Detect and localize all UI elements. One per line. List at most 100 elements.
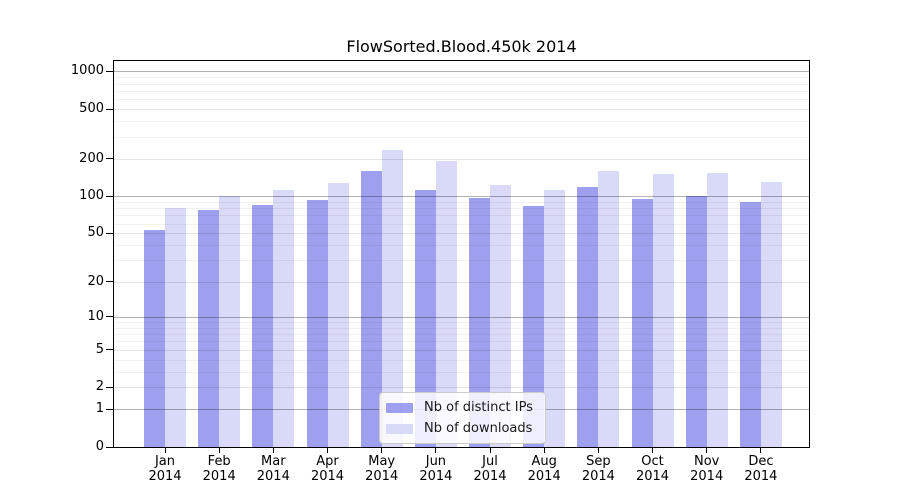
x-tick-mark <box>272 448 274 453</box>
y-tick-mark <box>106 386 113 388</box>
gridline <box>114 215 809 217</box>
bar <box>360 171 382 447</box>
x-tick-label: Mar 2014 <box>245 454 301 484</box>
y-tick-mark <box>106 70 113 72</box>
gridline <box>114 260 809 262</box>
x-tick-label-line: 2014 <box>744 469 778 484</box>
bar <box>381 149 403 447</box>
bar <box>306 200 328 447</box>
y-tick-label: 5 <box>95 341 104 357</box>
bar <box>598 171 620 447</box>
x-tick-label-line: Feb <box>207 454 231 469</box>
gridline <box>114 321 809 323</box>
bar <box>544 190 566 447</box>
y-tick-label: 10 <box>87 308 104 324</box>
gridline <box>114 158 809 160</box>
x-tick-label-line: Aug <box>531 454 557 469</box>
x-tick-label: Oct 2014 <box>625 454 681 484</box>
x-tick-label-line: Jan <box>154 454 176 469</box>
legend-swatch-distinct-ips <box>386 402 413 413</box>
bar <box>435 161 457 447</box>
gridline <box>114 233 809 235</box>
x-tick-mark <box>652 448 653 453</box>
y-tick-label: 1 <box>95 401 104 417</box>
gridline <box>114 387 809 389</box>
gridline <box>114 83 809 85</box>
x-tick-label-line: 2014 <box>527 469 561 484</box>
y-tick-mark <box>106 316 113 318</box>
bar <box>739 202 761 447</box>
bar <box>198 210 220 447</box>
y-tick-label: 2 <box>95 379 104 395</box>
y-tick-mark <box>106 158 113 160</box>
x-tick-label: Aug 2014 <box>516 454 572 484</box>
bar <box>490 184 511 447</box>
legend-label: Nb of distinct IPs <box>424 400 533 415</box>
bar <box>165 208 186 447</box>
legend: Nb of distinct IPs Nb of downloads <box>379 392 546 444</box>
x-tick-mark <box>164 448 166 453</box>
x-tick-label: Sep 2014 <box>570 454 626 484</box>
x-tick-label-line: 2014 <box>310 469 345 484</box>
legend-label: Nb of downloads <box>424 421 533 436</box>
x-tick-mark <box>706 448 708 453</box>
bar <box>273 190 295 447</box>
x-tick-label: Apr 2014 <box>300 454 356 484</box>
gridline <box>114 121 809 123</box>
chart-title: FlowSorted.Blood.450k 2014 <box>346 37 577 56</box>
gridline <box>114 71 809 73</box>
legend-item: Nb of downloads <box>386 421 533 436</box>
legend-swatch-downloads <box>386 423 413 434</box>
gridline <box>114 90 809 92</box>
x-tick-label-line: Jul <box>482 454 498 469</box>
y-tick-mark <box>106 232 113 234</box>
x-tick-mark <box>760 448 762 453</box>
x-tick-mark <box>381 448 383 453</box>
bar <box>760 181 782 447</box>
gridline <box>114 341 809 343</box>
gridline <box>114 201 809 203</box>
y-tick-label: 50 <box>87 225 104 241</box>
y-tick-label: 20 <box>87 273 104 289</box>
x-tick-label: Jun 2014 <box>408 454 464 484</box>
y-tick-label: 0 <box>95 439 104 454</box>
x-tick-label-line: 2014 <box>581 469 615 484</box>
bar <box>327 182 349 447</box>
gridline <box>114 245 809 247</box>
x-tick-label-line: 2014 <box>365 469 399 484</box>
x-tick-label-line: Dec <box>748 454 774 469</box>
y-tick-label: 1000 <box>70 63 104 79</box>
bar <box>252 204 274 447</box>
y-tick-label: 200 <box>79 150 104 166</box>
y-tick-label: 500 <box>79 101 104 116</box>
gridline <box>114 371 809 373</box>
x-tick-label: Jan 2014 <box>137 454 193 484</box>
gridline <box>114 333 809 335</box>
gridline <box>114 196 809 198</box>
gridline <box>114 327 809 329</box>
bar <box>523 206 545 447</box>
bar <box>144 230 165 447</box>
y-tick-mark <box>106 195 113 197</box>
x-tick-label: Dec 2014 <box>733 454 789 484</box>
y-tick-label: 100 <box>79 188 104 204</box>
y-tick-mark <box>106 349 113 351</box>
gridline <box>114 99 809 101</box>
x-tick-mark <box>489 448 491 453</box>
x-tick-label: Feb 2014 <box>191 454 247 484</box>
x-tick-label-line: Mar <box>261 454 286 469</box>
bar <box>652 174 674 447</box>
x-tick-label-line: May <box>368 454 396 469</box>
x-tick-label-line: Oct <box>641 454 664 469</box>
gridline <box>114 316 809 318</box>
bar <box>577 186 599 447</box>
x-tick-label-line: 2014 <box>202 469 236 484</box>
x-tick-label-line: Jun <box>425 454 447 469</box>
y-tick-mark <box>106 281 113 282</box>
legend-item: Nb of distinct IPs <box>386 400 533 415</box>
gridline <box>114 281 809 283</box>
x-tick-label-line: 2014 <box>690 469 724 484</box>
x-tick-label-line: 2014 <box>419 469 453 484</box>
y-tick-mark <box>106 108 113 110</box>
x-tick-label: Nov 2014 <box>679 454 735 484</box>
